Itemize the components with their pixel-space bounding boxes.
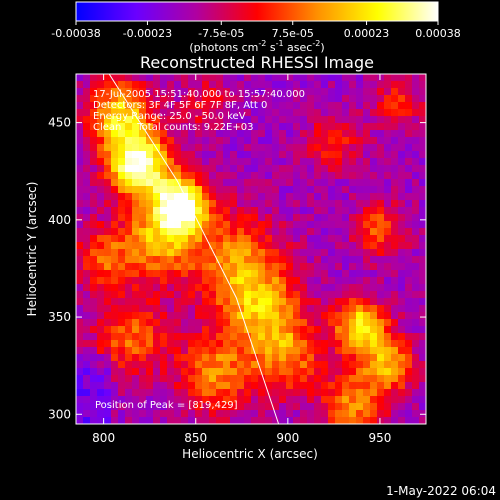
- colorbar: [75, 1, 439, 22]
- colorbar-tick-label: -7.5e-05: [198, 27, 244, 40]
- y-tick-label: 350: [48, 310, 71, 324]
- axis-ticks: 800 850 900 950 300 350 400 450: [48, 74, 426, 445]
- x-tick-label: 950: [368, 431, 391, 445]
- peak-position-label: Position of Peak = [819,429]: [95, 400, 238, 411]
- colorbar-tick-label: 0.00038: [415, 27, 461, 40]
- colorbar-ticks: -0.00038 -0.00023 -7.5e-05 7.5e-05 0.00023 0.…: [51, 21, 461, 40]
- x-tick-label: 900: [276, 431, 299, 445]
- y-tick-label: 450: [48, 116, 71, 130]
- annotation-energy-range: Energy Range: 25.0 - 50.0 keV: [93, 111, 246, 122]
- colorbar-units-label: (photons cm-2 s-1 asec-2): [189, 39, 324, 54]
- annotation-clean-counts: Clean Total counts: 9.22E+03: [93, 122, 253, 133]
- colorbar-tick-label: -0.00038: [51, 27, 100, 40]
- x-axis-label: Heliocentric X (arcsec): [182, 447, 318, 461]
- annotation-time-range: 17-Jul-2005 15:51:40.000 to 15:57:40.000: [93, 89, 305, 100]
- footer-timestamp: 1-May-2022 06:04: [386, 484, 496, 498]
- annotation-detectors: Detectors: 3F 4F 5F 6F 7F 8F, Att 0: [93, 100, 267, 111]
- heatmap-image: [76, 74, 426, 424]
- y-tick-label: 300: [48, 407, 71, 421]
- plot-frame: [75, 73, 427, 425]
- solar-limb-line: [108, 74, 280, 424]
- colorbar-tick-label: 7.5e-05: [272, 27, 314, 40]
- chart-title: Reconstructed RHESSI Image: [140, 53, 374, 72]
- y-axis-label: Heliocentric Y (arcsec): [25, 182, 39, 317]
- colorbar-tick-label: -0.00023: [123, 27, 172, 40]
- colorbar-tick-label: 0.00023: [344, 27, 390, 40]
- x-tick-label: 850: [184, 431, 207, 445]
- x-tick-label: 800: [92, 431, 115, 445]
- y-tick-label: 400: [48, 213, 71, 227]
